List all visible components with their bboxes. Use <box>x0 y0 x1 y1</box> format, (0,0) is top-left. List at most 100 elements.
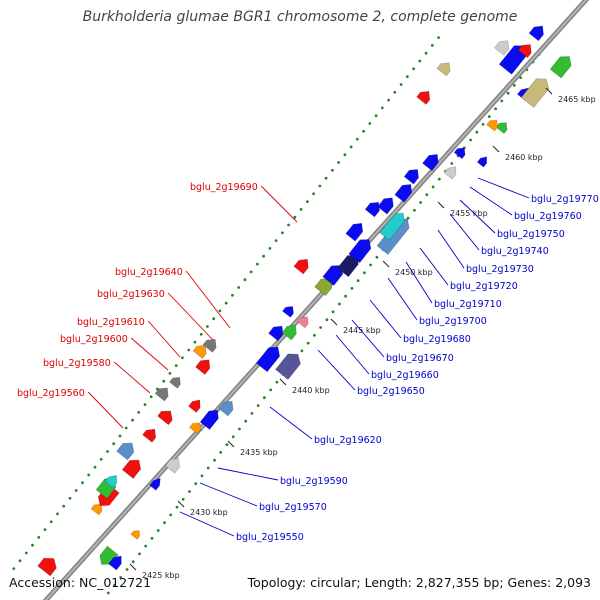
gc-dot <box>150 536 154 540</box>
gc-dot <box>249 270 253 274</box>
leader-line-right <box>317 349 356 391</box>
gc-dot <box>350 287 354 290</box>
gc-dot <box>244 419 248 423</box>
leader-line-right <box>449 213 480 251</box>
gc-dot <box>338 302 341 306</box>
leader-line-right <box>351 319 385 358</box>
gc-dot <box>375 255 379 259</box>
topology-text: Topology: circular; Length: 2,827,355 bp… <box>247 575 591 590</box>
gene-arrow <box>296 316 309 329</box>
gene-arrow <box>195 359 211 375</box>
gc-dot <box>200 474 204 478</box>
leader-line-right <box>459 199 496 234</box>
gene-features-layer <box>37 25 572 577</box>
leader-line-right <box>469 186 513 216</box>
leader-line-right <box>419 247 449 286</box>
gc-dot <box>313 333 316 337</box>
gc-dot <box>287 223 290 227</box>
gene-arrow <box>154 387 169 402</box>
gene-arrow <box>416 90 431 105</box>
gc-dots-layer <box>12 36 554 595</box>
gc-dot <box>125 568 129 571</box>
gc-dot <box>300 349 304 353</box>
gc-dot <box>18 559 22 563</box>
gene-arrow <box>403 169 419 185</box>
gene-arrow <box>422 154 439 172</box>
gene-arrow <box>364 201 380 218</box>
gene-arrow <box>169 376 181 389</box>
gene-arrow <box>282 306 294 318</box>
gene-label-right: bglu_2g19750 <box>497 229 565 240</box>
gc-dot <box>500 99 504 103</box>
gc-dot <box>168 372 172 375</box>
gene-label-right: bglu_2g19770 <box>531 194 599 205</box>
leader-line-right <box>217 467 279 481</box>
gene-arrow <box>202 338 217 353</box>
gene-label-right: bglu_2g19590 <box>280 476 348 487</box>
gc-dot <box>137 411 141 414</box>
gene-label-right: bglu_2g19730 <box>466 264 534 275</box>
gene-arrow <box>549 56 572 79</box>
leader-line-right <box>405 261 433 304</box>
gene-arrow <box>116 442 135 461</box>
leader-line-right <box>179 511 235 537</box>
gc-dot <box>131 560 135 564</box>
gc-dot <box>380 106 384 110</box>
gc-dot <box>188 490 191 493</box>
gene-label-right: bglu_2g19680 <box>403 334 471 345</box>
scale-tick-mark <box>382 260 390 268</box>
gene-arrow <box>517 44 532 59</box>
gene-label-right: bglu_2g19760 <box>514 211 582 222</box>
scale-tick-mark <box>129 563 137 571</box>
scale-tick-label: 2435 kbp <box>240 448 278 457</box>
leader-line-right <box>369 299 402 339</box>
leader-line-left <box>260 185 298 223</box>
gc-dot <box>206 466 210 470</box>
gene-arrow <box>348 239 372 264</box>
gene-arrow <box>37 557 57 577</box>
gc-dot <box>238 427 241 431</box>
gc-dot <box>219 451 223 454</box>
gene-arrow <box>142 428 157 443</box>
gc-dot <box>212 317 216 321</box>
scale-tick-mark <box>437 201 445 209</box>
gc-dot <box>418 59 422 63</box>
gc-dot <box>406 216 410 220</box>
gc-dot <box>318 184 322 188</box>
gc-dot <box>337 161 340 164</box>
gc-dot <box>262 254 265 258</box>
gc-dot <box>374 114 378 118</box>
gc-dot <box>175 505 179 509</box>
gc-dot <box>187 348 191 352</box>
scale-tick-label: 2430 kbp <box>190 508 228 517</box>
gene-arrow <box>130 530 140 540</box>
gc-dot <box>193 340 197 344</box>
gc-dot <box>225 443 229 446</box>
gc-dot <box>343 153 347 157</box>
gc-dot <box>87 473 91 477</box>
gc-dot <box>369 263 372 267</box>
leader-line-left <box>113 361 151 394</box>
gc-dot <box>243 278 247 282</box>
gc-dot <box>199 332 203 336</box>
scale-tick-label: 2465 kbp <box>558 95 596 104</box>
gc-dot <box>506 91 510 95</box>
gene-label-left: bglu_2g19630 <box>97 289 165 300</box>
gc-dot <box>293 215 297 219</box>
leader-line-left <box>147 320 181 358</box>
leader-line-left <box>185 270 231 329</box>
gc-dot <box>113 583 116 587</box>
gc-dot <box>425 193 429 197</box>
gc-dot <box>512 84 516 87</box>
gc-dot <box>475 130 479 134</box>
leader-line-right <box>199 482 258 507</box>
gene-arrow <box>192 344 207 359</box>
gc-dot <box>281 231 284 235</box>
gene-label-left: bglu_2g19610 <box>77 317 145 328</box>
gene-arrow <box>436 62 451 77</box>
gc-dot <box>37 536 41 539</box>
gc-dot <box>138 552 141 556</box>
gc-dot <box>162 379 166 383</box>
gene-arrow <box>199 409 219 430</box>
gc-dot <box>363 271 366 275</box>
